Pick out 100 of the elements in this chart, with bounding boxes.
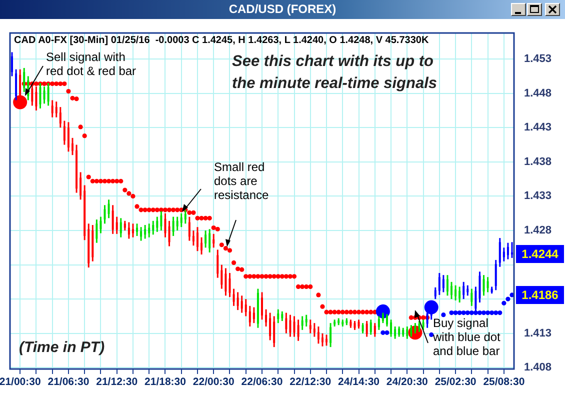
candlestick — [120, 217, 122, 238]
point — [441, 312, 446, 318]
candlestick — [240, 294, 243, 314]
point — [453, 310, 458, 316]
candlestick — [180, 212, 182, 228]
candlestick — [301, 315, 304, 331]
candlestick — [176, 216, 178, 232]
point — [498, 310, 502, 316]
candlestick — [152, 220, 154, 236]
candlestick — [200, 236, 203, 256]
annotation: Buy signal with blue dot and blue bar — [433, 316, 500, 358]
x-tick-label: 25/02:30 — [434, 376, 476, 388]
candlestick — [55, 100, 58, 118]
point — [449, 310, 454, 316]
candlestick — [482, 274, 485, 296]
point — [380, 330, 386, 335]
candlestick — [309, 318, 312, 334]
candlestick — [116, 216, 118, 235]
candlestick — [204, 230, 207, 248]
candlestick — [446, 274, 448, 296]
candlestick — [305, 314, 308, 328]
candlestick — [382, 312, 384, 324]
candlestick — [11, 51, 14, 77]
candlestick — [112, 204, 114, 235]
annotation: Sell signal with red dot & red bar — [46, 50, 136, 78]
y-tick-label: 1.453 — [524, 53, 552, 66]
x-tick-label: 21/00:30 — [0, 376, 41, 388]
candlestick — [414, 322, 416, 334]
x-tick-label: 24/20:30 — [386, 376, 428, 388]
candlestick — [366, 320, 368, 338]
candlestick — [252, 306, 255, 324]
candlestick — [104, 204, 106, 224]
candlestick — [470, 288, 473, 307]
point — [469, 310, 474, 316]
x-tick-label: 21/18:30 — [144, 376, 186, 388]
candlestick — [458, 286, 461, 304]
candlestick — [148, 222, 150, 238]
candlestick — [212, 233, 215, 248]
point — [457, 310, 462, 316]
candlestick — [265, 308, 268, 328]
candlestick — [80, 171, 82, 200]
annotation: CAD A0-FX [30-Min] 01/25/16 -0.0003 C 1.4245, H 1.4263, L 1.4240, O 1.4248, V 45.7330K — [14, 35, 429, 47]
candlestick — [478, 270, 481, 304]
candlestick — [326, 334, 328, 346]
text: 1.4244 — [516, 245, 564, 263]
point — [465, 310, 470, 316]
candlestick — [398, 326, 400, 338]
candlestick — [168, 220, 170, 248]
candlestick — [59, 106, 62, 128]
candlestick — [285, 312, 288, 334]
candlestick — [442, 274, 444, 293]
candlestick — [100, 216, 102, 234]
candlestick — [124, 220, 126, 232]
y-tick-label: 1.413 — [524, 327, 552, 340]
candlestick — [196, 226, 198, 252]
candlestick — [136, 222, 138, 237]
candlestick — [96, 218, 98, 244]
candlestick — [313, 322, 316, 338]
candlestick — [228, 272, 231, 298]
y-tick-label: 1.448 — [524, 87, 552, 100]
y-tick-label: 1.428 — [524, 224, 552, 237]
candlestick — [321, 332, 324, 348]
candlestick — [454, 284, 457, 302]
candlestick — [51, 99, 54, 118]
candlestick — [410, 324, 412, 338]
candlestick — [498, 237, 501, 268]
candlestick — [506, 242, 509, 260]
candlestick — [486, 276, 489, 293]
candlestick — [208, 228, 211, 254]
point — [490, 310, 494, 316]
candlestick — [362, 322, 364, 334]
candlestick — [140, 226, 142, 242]
point — [481, 310, 486, 316]
candlestick — [462, 281, 465, 300]
y-tick-label: 1.408 — [524, 362, 552, 374]
candlestick — [434, 286, 436, 300]
y-tick-label: 1.438 — [524, 156, 552, 168]
candlestick — [418, 320, 420, 333]
candlestick — [293, 315, 296, 338]
candlestick — [248, 305, 251, 328]
candlestick — [394, 326, 396, 340]
candlestick — [71, 137, 74, 156]
point — [384, 330, 390, 335]
candlestick — [330, 322, 332, 348]
y-tick-label: 1.443 — [524, 122, 552, 134]
candlestick — [390, 318, 392, 338]
candlestick — [281, 310, 284, 322]
candlestick — [188, 216, 190, 242]
x-tick-label: 22/12:30 — [290, 376, 332, 388]
annotation: See this chart with its up to the minute real-time signals — [232, 52, 437, 94]
candlestick — [220, 264, 223, 290]
candlestick — [386, 313, 388, 328]
candlestick — [510, 241, 513, 259]
candlestick — [370, 318, 372, 336]
text: 1.4186 — [516, 286, 564, 304]
candlestick — [216, 248, 219, 279]
candlestick — [273, 315, 276, 348]
point — [485, 310, 490, 316]
point — [506, 296, 510, 302]
candlestick — [297, 318, 300, 342]
